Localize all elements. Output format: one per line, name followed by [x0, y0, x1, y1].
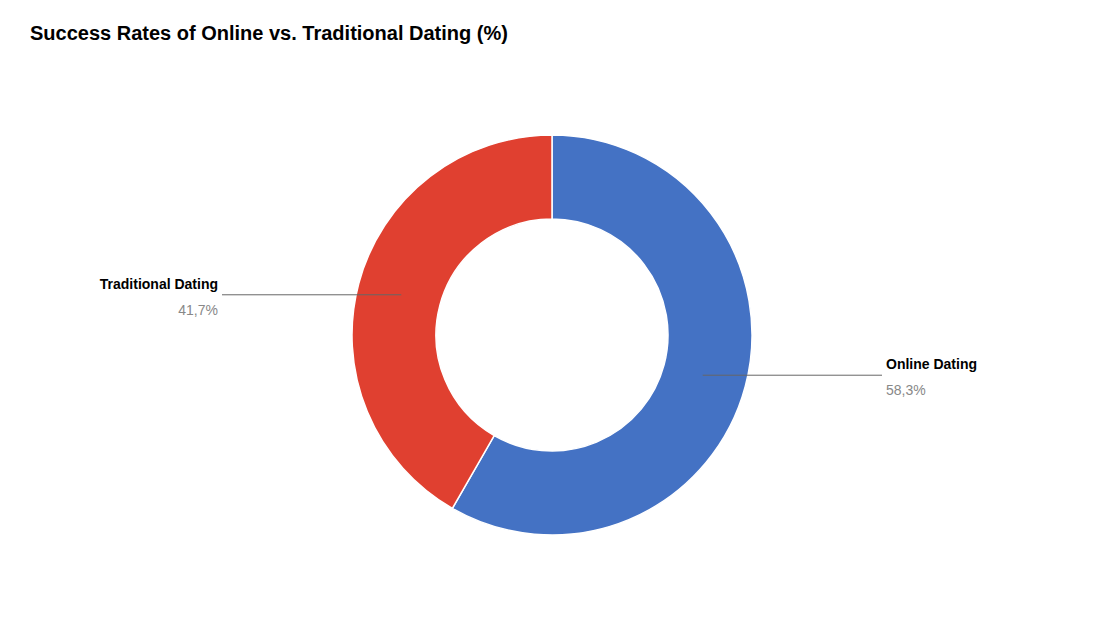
chart: Success Rates of Online vs. Traditional … [0, 0, 1104, 619]
data-label: 41,7% [178, 302, 218, 318]
title: Success Rates of Online vs. Traditional … [30, 22, 508, 44]
plot [352, 135, 752, 535]
leader-line [222, 294, 401, 295]
data-label: 58,3% [886, 382, 926, 398]
slice [352, 135, 552, 508]
labels: Online Dating 58,3% Traditional Dating 41,7… [100, 276, 977, 398]
slice-label: Traditional Dating [100, 276, 218, 292]
leader-line [703, 375, 882, 376]
slice-label: Online Dating [886, 356, 977, 372]
